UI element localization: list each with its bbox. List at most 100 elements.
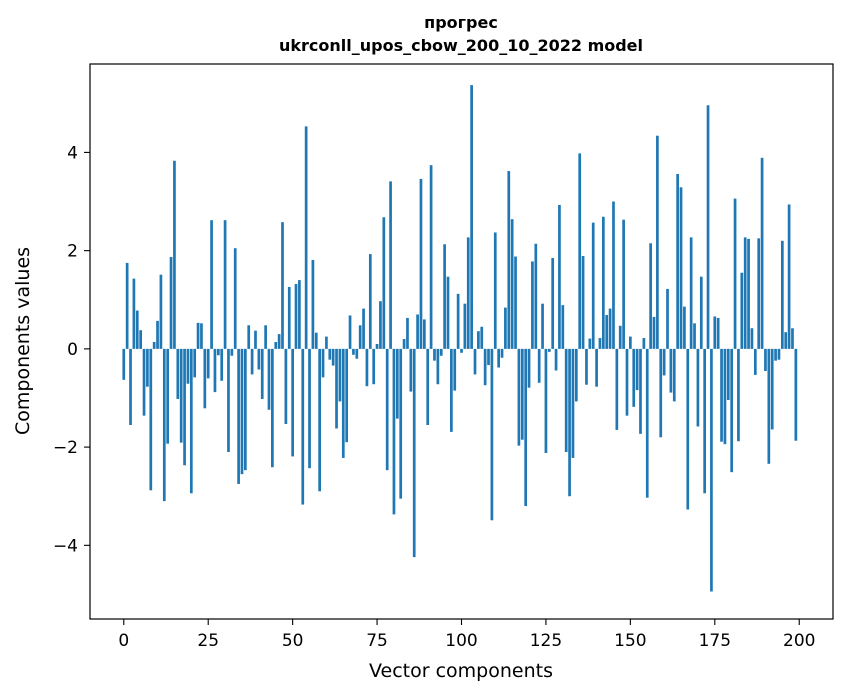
bar [372,348,376,385]
bar [186,348,190,384]
bar [493,232,497,349]
bar [473,348,477,375]
bar [679,187,683,349]
bar [348,315,352,349]
bar [591,222,595,349]
bar [122,348,126,380]
bar [585,348,588,385]
bar [652,316,656,349]
bar [699,276,703,349]
bar [230,348,234,356]
bar [125,262,129,349]
bar [466,237,470,349]
x-tick-label: 75 [366,631,388,651]
bar [514,256,517,349]
bar [287,286,291,349]
bar [784,332,788,349]
bar [564,348,568,453]
bar [612,201,615,349]
bar [730,348,734,473]
bar [156,320,159,349]
bars-group [122,85,798,592]
bar [446,276,450,349]
bar [740,272,744,349]
bar [453,348,457,391]
bar [352,348,355,355]
bar [534,243,538,349]
bar [162,348,166,502]
x-tick-label: 125 [530,631,562,651]
bar [183,348,186,466]
bar [368,254,372,349]
bar [331,348,335,366]
bar [135,310,139,349]
bar [379,301,382,349]
x-axis-label: Vector components [369,660,553,682]
bar [277,334,281,349]
bar [244,348,247,471]
bar [345,348,349,443]
bar [406,317,409,349]
bar [659,348,663,438]
bar [426,348,430,425]
bar [683,306,686,349]
bar [169,257,173,349]
bar [304,126,308,349]
y-tick-label: −2 [53,438,78,458]
bar [605,314,609,349]
bar [436,348,440,385]
bar [672,348,676,402]
bar [477,331,480,349]
bar [237,348,240,484]
bar [460,348,463,353]
bar [470,85,473,349]
bar [726,348,730,400]
bar [179,348,183,443]
bar [696,348,700,427]
bar [639,348,642,434]
x-axis-ticks: 0 25 50 75 100 125 150 175 200 [118,619,815,651]
bar [787,204,791,349]
bar [770,348,774,430]
bar [625,348,629,416]
bar [193,348,197,378]
x-tick-label: 100 [445,631,477,651]
bar [588,338,592,349]
bar [395,348,399,419]
plot-frame [89,63,834,620]
bar [291,348,294,457]
bar [412,348,416,558]
x-tick-label: 50 [282,631,304,651]
bar [544,348,548,453]
bar [483,348,487,386]
bar [531,261,534,349]
bar [433,348,436,361]
x-tick-label: 150 [614,631,646,651]
bar [689,237,693,349]
bar [500,348,504,358]
bar [750,328,754,349]
bar [547,348,551,352]
bar [581,256,585,349]
bar [713,316,717,349]
bar [662,348,666,376]
bar [284,348,288,425]
bar [632,348,636,407]
bar [666,288,669,349]
bar [362,308,365,349]
bar [561,305,565,349]
bar [463,303,467,349]
bar [227,348,230,453]
bar [216,348,220,356]
bar [213,348,217,393]
bar [416,314,419,349]
y-tick-label: 2 [67,242,78,262]
bar [686,348,690,510]
x-tick-label: 200 [783,631,815,651]
bar [358,325,362,349]
bar [264,325,267,349]
bar [196,322,200,349]
bar [223,220,227,349]
bar [635,348,639,391]
bar [574,348,578,402]
